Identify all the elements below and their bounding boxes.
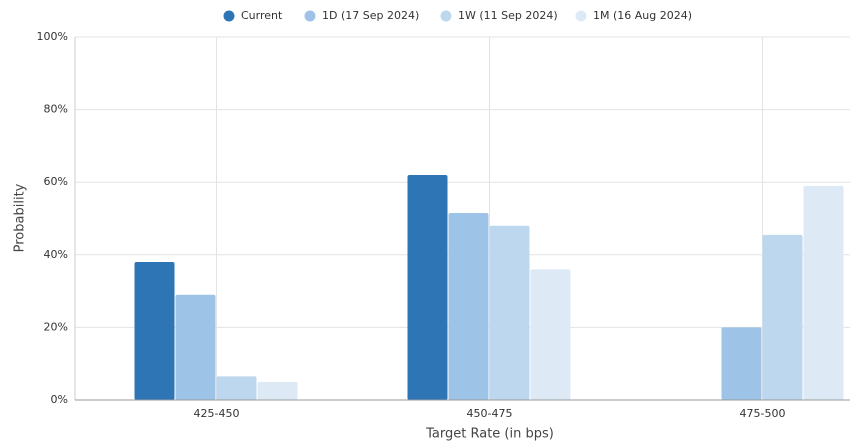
legend-label: Current [241, 9, 283, 22]
bar [803, 185, 844, 400]
x-axis-title: Target Rate (in bps) [425, 427, 554, 442]
bar [407, 174, 448, 400]
bar [530, 269, 571, 400]
bar [134, 262, 175, 400]
y-tick-label: 40% [44, 248, 68, 261]
x-tick-label: 450-475 [467, 407, 513, 420]
legend-label: 1D (17 Sep 2024) [322, 9, 419, 22]
bar [721, 327, 762, 400]
legend-marker [304, 10, 316, 22]
bar [448, 213, 489, 400]
y-tick-label: 80% [44, 103, 68, 116]
legend-label: 1W (11 Sep 2024) [458, 9, 558, 22]
bar [216, 376, 257, 400]
legend-marker [223, 10, 235, 22]
y-axis-title: Probability [13, 183, 28, 252]
x-tick-label: 425-450 [194, 407, 240, 420]
bar [257, 381, 298, 400]
bar [175, 294, 216, 400]
bar [489, 225, 530, 400]
y-tick-label: 20% [44, 320, 68, 333]
y-tick-label: 0% [51, 393, 68, 406]
bar [762, 234, 803, 400]
x-tick-label: 475-500 [740, 407, 786, 420]
y-tick-label: 60% [44, 175, 68, 188]
y-tick-label: 100% [37, 30, 68, 43]
legend-marker [575, 10, 587, 22]
legend-label: 1M (16 Aug 2024) [593, 9, 692, 22]
legend-marker [440, 10, 452, 22]
